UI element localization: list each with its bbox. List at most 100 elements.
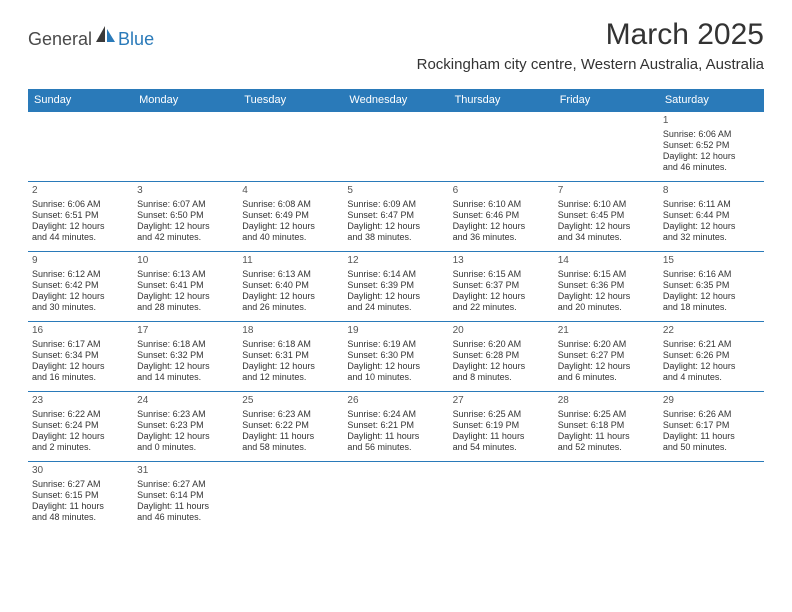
daylight-text: Daylight: 12 hours bbox=[347, 221, 444, 232]
calendar-cell: 23Sunrise: 6:22 AMSunset: 6:24 PMDayligh… bbox=[28, 392, 133, 462]
calendar-row: 30Sunrise: 6:27 AMSunset: 6:15 PMDayligh… bbox=[28, 462, 764, 532]
sunset-text: Sunset: 6:30 PM bbox=[347, 350, 444, 361]
sail-icon bbox=[96, 26, 116, 49]
day-number: 29 bbox=[663, 395, 760, 408]
sunset-text: Sunset: 6:39 PM bbox=[347, 280, 444, 291]
sunrise-text: Sunrise: 6:09 AM bbox=[347, 199, 444, 210]
sunrise-text: Sunrise: 6:16 AM bbox=[663, 269, 760, 280]
day-number: 12 bbox=[347, 255, 444, 268]
sunrise-text: Sunrise: 6:27 AM bbox=[137, 479, 234, 490]
calendar-cell: 28Sunrise: 6:25 AMSunset: 6:18 PMDayligh… bbox=[554, 392, 659, 462]
daylight-text: Daylight: 12 hours bbox=[558, 361, 655, 372]
calendar-cell bbox=[343, 462, 448, 532]
daylight-text: and 30 minutes. bbox=[32, 302, 129, 313]
sunset-text: Sunset: 6:44 PM bbox=[663, 210, 760, 221]
daylight-text: and 48 minutes. bbox=[32, 512, 129, 523]
day-number: 14 bbox=[558, 255, 655, 268]
daylight-text: Daylight: 11 hours bbox=[137, 501, 234, 512]
calendar-row: 16Sunrise: 6:17 AMSunset: 6:34 PMDayligh… bbox=[28, 322, 764, 392]
page-header: General Blue March 2025 Rockingham city … bbox=[0, 0, 792, 79]
daylight-text: Daylight: 12 hours bbox=[32, 221, 129, 232]
calendar-cell: 11Sunrise: 6:13 AMSunset: 6:40 PMDayligh… bbox=[238, 252, 343, 322]
daylight-text: and 6 minutes. bbox=[558, 372, 655, 383]
sunrise-text: Sunrise: 6:11 AM bbox=[663, 199, 760, 210]
calendar-cell: 20Sunrise: 6:20 AMSunset: 6:28 PMDayligh… bbox=[449, 322, 554, 392]
day-number: 4 bbox=[242, 185, 339, 198]
daylight-text: and 26 minutes. bbox=[242, 302, 339, 313]
sunrise-text: Sunrise: 6:17 AM bbox=[32, 339, 129, 350]
daylight-text: Daylight: 12 hours bbox=[453, 361, 550, 372]
daylight-text: Daylight: 12 hours bbox=[663, 291, 760, 302]
daylight-text: and 18 minutes. bbox=[663, 302, 760, 313]
calendar-cell: 13Sunrise: 6:15 AMSunset: 6:37 PMDayligh… bbox=[449, 252, 554, 322]
weekday-header-row: Sunday Monday Tuesday Wednesday Thursday… bbox=[28, 89, 764, 112]
daylight-text: and 0 minutes. bbox=[137, 442, 234, 453]
daylight-text: and 42 minutes. bbox=[137, 232, 234, 243]
sunset-text: Sunset: 6:17 PM bbox=[663, 420, 760, 431]
daylight-text: Daylight: 11 hours bbox=[558, 431, 655, 442]
daylight-text: and 50 minutes. bbox=[663, 442, 760, 453]
weekday-header: Sunday bbox=[28, 89, 133, 112]
day-number: 22 bbox=[663, 325, 760, 338]
sunset-text: Sunset: 6:27 PM bbox=[558, 350, 655, 361]
weekday-header: Monday bbox=[133, 89, 238, 112]
sunrise-text: Sunrise: 6:25 AM bbox=[558, 409, 655, 420]
calendar-cell: 15Sunrise: 6:16 AMSunset: 6:35 PMDayligh… bbox=[659, 252, 764, 322]
calendar-cell bbox=[238, 112, 343, 182]
sunset-text: Sunset: 6:19 PM bbox=[453, 420, 550, 431]
calendar-cell: 6Sunrise: 6:10 AMSunset: 6:46 PMDaylight… bbox=[449, 182, 554, 252]
day-number: 15 bbox=[663, 255, 760, 268]
calendar-cell: 3Sunrise: 6:07 AMSunset: 6:50 PMDaylight… bbox=[133, 182, 238, 252]
sunrise-text: Sunrise: 6:07 AM bbox=[137, 199, 234, 210]
sunset-text: Sunset: 6:14 PM bbox=[137, 490, 234, 501]
daylight-text: and 44 minutes. bbox=[32, 232, 129, 243]
daylight-text: and 20 minutes. bbox=[558, 302, 655, 313]
sunrise-text: Sunrise: 6:20 AM bbox=[558, 339, 655, 350]
sunrise-text: Sunrise: 6:26 AM bbox=[663, 409, 760, 420]
day-number: 6 bbox=[453, 185, 550, 198]
daylight-text: Daylight: 11 hours bbox=[242, 431, 339, 442]
day-number: 1 bbox=[663, 115, 760, 128]
sunrise-text: Sunrise: 6:14 AM bbox=[347, 269, 444, 280]
calendar-cell bbox=[28, 112, 133, 182]
sunset-text: Sunset: 6:37 PM bbox=[453, 280, 550, 291]
sunset-text: Sunset: 6:15 PM bbox=[32, 490, 129, 501]
calendar-row: 23Sunrise: 6:22 AMSunset: 6:24 PMDayligh… bbox=[28, 392, 764, 462]
sunset-text: Sunset: 6:23 PM bbox=[137, 420, 234, 431]
day-number: 21 bbox=[558, 325, 655, 338]
sunrise-text: Sunrise: 6:23 AM bbox=[242, 409, 339, 420]
calendar-row: 2Sunrise: 6:06 AMSunset: 6:51 PMDaylight… bbox=[28, 182, 764, 252]
daylight-text: Daylight: 12 hours bbox=[663, 221, 760, 232]
daylight-text: Daylight: 12 hours bbox=[347, 361, 444, 372]
calendar-cell: 12Sunrise: 6:14 AMSunset: 6:39 PMDayligh… bbox=[343, 252, 448, 322]
sunset-text: Sunset: 6:28 PM bbox=[453, 350, 550, 361]
sunset-text: Sunset: 6:26 PM bbox=[663, 350, 760, 361]
day-number: 23 bbox=[32, 395, 129, 408]
day-number: 16 bbox=[32, 325, 129, 338]
day-number: 25 bbox=[242, 395, 339, 408]
calendar-row: 9Sunrise: 6:12 AMSunset: 6:42 PMDaylight… bbox=[28, 252, 764, 322]
calendar-cell: 14Sunrise: 6:15 AMSunset: 6:36 PMDayligh… bbox=[554, 252, 659, 322]
weekday-header: Thursday bbox=[449, 89, 554, 112]
calendar-cell: 26Sunrise: 6:24 AMSunset: 6:21 PMDayligh… bbox=[343, 392, 448, 462]
calendar-cell bbox=[554, 112, 659, 182]
sunrise-text: Sunrise: 6:27 AM bbox=[32, 479, 129, 490]
weekday-header: Tuesday bbox=[238, 89, 343, 112]
calendar-cell: 16Sunrise: 6:17 AMSunset: 6:34 PMDayligh… bbox=[28, 322, 133, 392]
daylight-text: and 14 minutes. bbox=[137, 372, 234, 383]
calendar-cell: 4Sunrise: 6:08 AMSunset: 6:49 PMDaylight… bbox=[238, 182, 343, 252]
day-number: 18 bbox=[242, 325, 339, 338]
daylight-text: and 28 minutes. bbox=[137, 302, 234, 313]
daylight-text: and 38 minutes. bbox=[347, 232, 444, 243]
daylight-text: and 40 minutes. bbox=[242, 232, 339, 243]
daylight-text: and 2 minutes. bbox=[32, 442, 129, 453]
calendar-cell: 8Sunrise: 6:11 AMSunset: 6:44 PMDaylight… bbox=[659, 182, 764, 252]
daylight-text: and 32 minutes. bbox=[663, 232, 760, 243]
sunrise-text: Sunrise: 6:18 AM bbox=[242, 339, 339, 350]
sunrise-text: Sunrise: 6:19 AM bbox=[347, 339, 444, 350]
sunset-text: Sunset: 6:50 PM bbox=[137, 210, 234, 221]
month-title: March 2025 bbox=[417, 18, 764, 52]
daylight-text: and 52 minutes. bbox=[558, 442, 655, 453]
day-number: 3 bbox=[137, 185, 234, 198]
daylight-text: Daylight: 12 hours bbox=[663, 361, 760, 372]
